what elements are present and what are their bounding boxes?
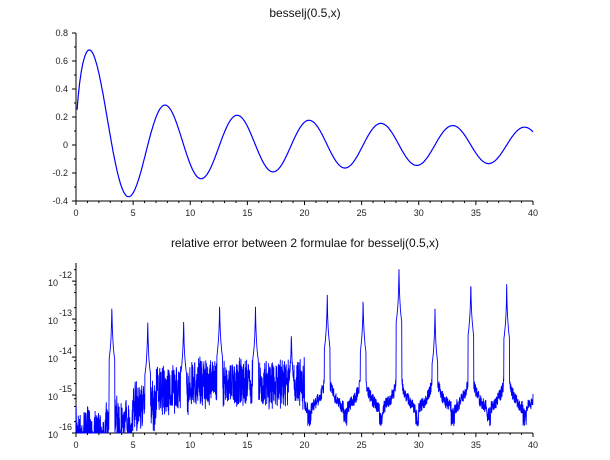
x-tick-label: 0 — [73, 208, 78, 218]
x-tick-label: 30 — [414, 208, 424, 218]
x-tick-label: 15 — [242, 208, 252, 218]
x-tick-label: 5 — [131, 440, 136, 450]
bottom-subplot: relative error between 2 formulae for be… — [48, 236, 538, 450]
x-tick-label: 10 — [185, 208, 195, 218]
y-tick-exponent: -13 — [59, 308, 72, 318]
x-tick-label: 0 — [73, 440, 78, 450]
x-tick-label: 20 — [299, 440, 309, 450]
x-tick-label: 25 — [357, 440, 367, 450]
y-tick-label: 10 — [48, 354, 58, 364]
y-tick-label: -0.4 — [52, 196, 68, 206]
x-tick-label: 30 — [414, 440, 424, 450]
y-tick-label: 10 — [48, 392, 58, 402]
y-tick-label: 10 — [48, 278, 58, 288]
x-tick-label: 35 — [471, 208, 481, 218]
x-tick-label: 15 — [242, 440, 252, 450]
y-tick-exponent: -14 — [59, 346, 72, 356]
y-tick-exponent: -16 — [59, 422, 72, 432]
besselj-line — [76, 49, 534, 198]
y-tick-label: 0 — [63, 140, 68, 150]
top-chart-title: besselj(0.5,x) — [269, 6, 340, 20]
x-tick-label: 40 — [528, 440, 538, 450]
x-tick-label: 10 — [185, 440, 195, 450]
y-tick-exponent: -12 — [59, 270, 72, 280]
y-tick-label: 0.2 — [55, 112, 68, 122]
y-tick-label: 0.4 — [55, 84, 68, 94]
y-tick-exponent: -15 — [59, 384, 72, 394]
x-tick-label: 35 — [471, 440, 481, 450]
x-tick-label: 20 — [299, 208, 309, 218]
x-tick-label: 5 — [131, 208, 136, 218]
y-tick-label: 0.6 — [55, 56, 68, 66]
y-tick-label: 0.8 — [55, 28, 68, 38]
x-tick-label: 25 — [357, 208, 367, 218]
top-subplot: besselj(0.5,x) 0 5 10 15 20 25 30 35 40 -0.4 -0.2 0… — [52, 6, 538, 218]
relative-error-line — [75, 269, 534, 434]
y-tick-label: 10 — [48, 316, 58, 326]
bottom-chart-title: relative error between 2 formulae for be… — [171, 236, 439, 250]
x-tick-label: 40 — [528, 208, 538, 218]
y-tick-label: -0.2 — [52, 168, 68, 178]
y-tick-label: 10 — [48, 430, 58, 440]
